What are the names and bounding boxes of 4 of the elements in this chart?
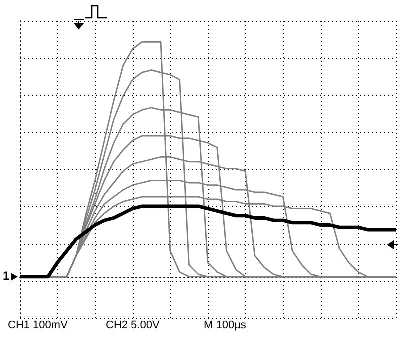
text: 1 [3, 268, 10, 283]
text: CH2 5.00V [106, 320, 160, 332]
text: M 100µs [204, 320, 247, 332]
text: CH1 100mV [8, 320, 69, 332]
